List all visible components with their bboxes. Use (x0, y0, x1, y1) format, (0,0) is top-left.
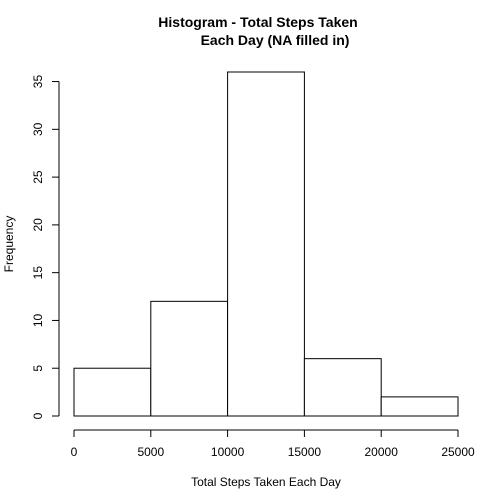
histogram-bar-0 (73, 367, 152, 417)
x-tick-label-5: 25000 (441, 445, 475, 459)
chart-title-line1: Histogram - Total Steps Taken (158, 14, 357, 30)
y-tick-label-2: 10 (31, 313, 45, 327)
chart-title-line2: Each Day (NA filled in) (201, 32, 350, 48)
y-tick-label-5: 25 (31, 170, 45, 184)
y-axis-label: Frequency (2, 216, 16, 273)
histogram-bar-3 (303, 358, 382, 417)
histogram-bar-4 (380, 396, 459, 417)
y-tick-label-6: 30 (31, 122, 45, 136)
x-axis: 0 5000 10000 15000 20000 25000 (71, 429, 475, 459)
y-tick-label-0: 0 (31, 412, 45, 419)
histogram-bar-2 (227, 71, 305, 417)
x-tick-label-0: 0 (71, 445, 78, 459)
y-tick-label-4: 20 (31, 218, 45, 232)
y-tick-label-3: 15 (31, 266, 45, 280)
x-axis-label: Total Steps Taken Each Day (191, 475, 341, 489)
y-tick-label-1: 5 (31, 365, 45, 372)
bars-group (73, 71, 459, 417)
x-tick-label-3: 15000 (288, 445, 322, 459)
x-tick-label-1: 5000 (137, 445, 164, 459)
y-tick-label-7: 35 (31, 75, 45, 89)
histogram-bar-1 (150, 300, 229, 417)
x-tick-label-2: 10000 (211, 445, 245, 459)
y-axis: 0 5 10 15 20 25 30 35 (31, 75, 60, 419)
x-tick-label-4: 20000 (365, 445, 399, 459)
